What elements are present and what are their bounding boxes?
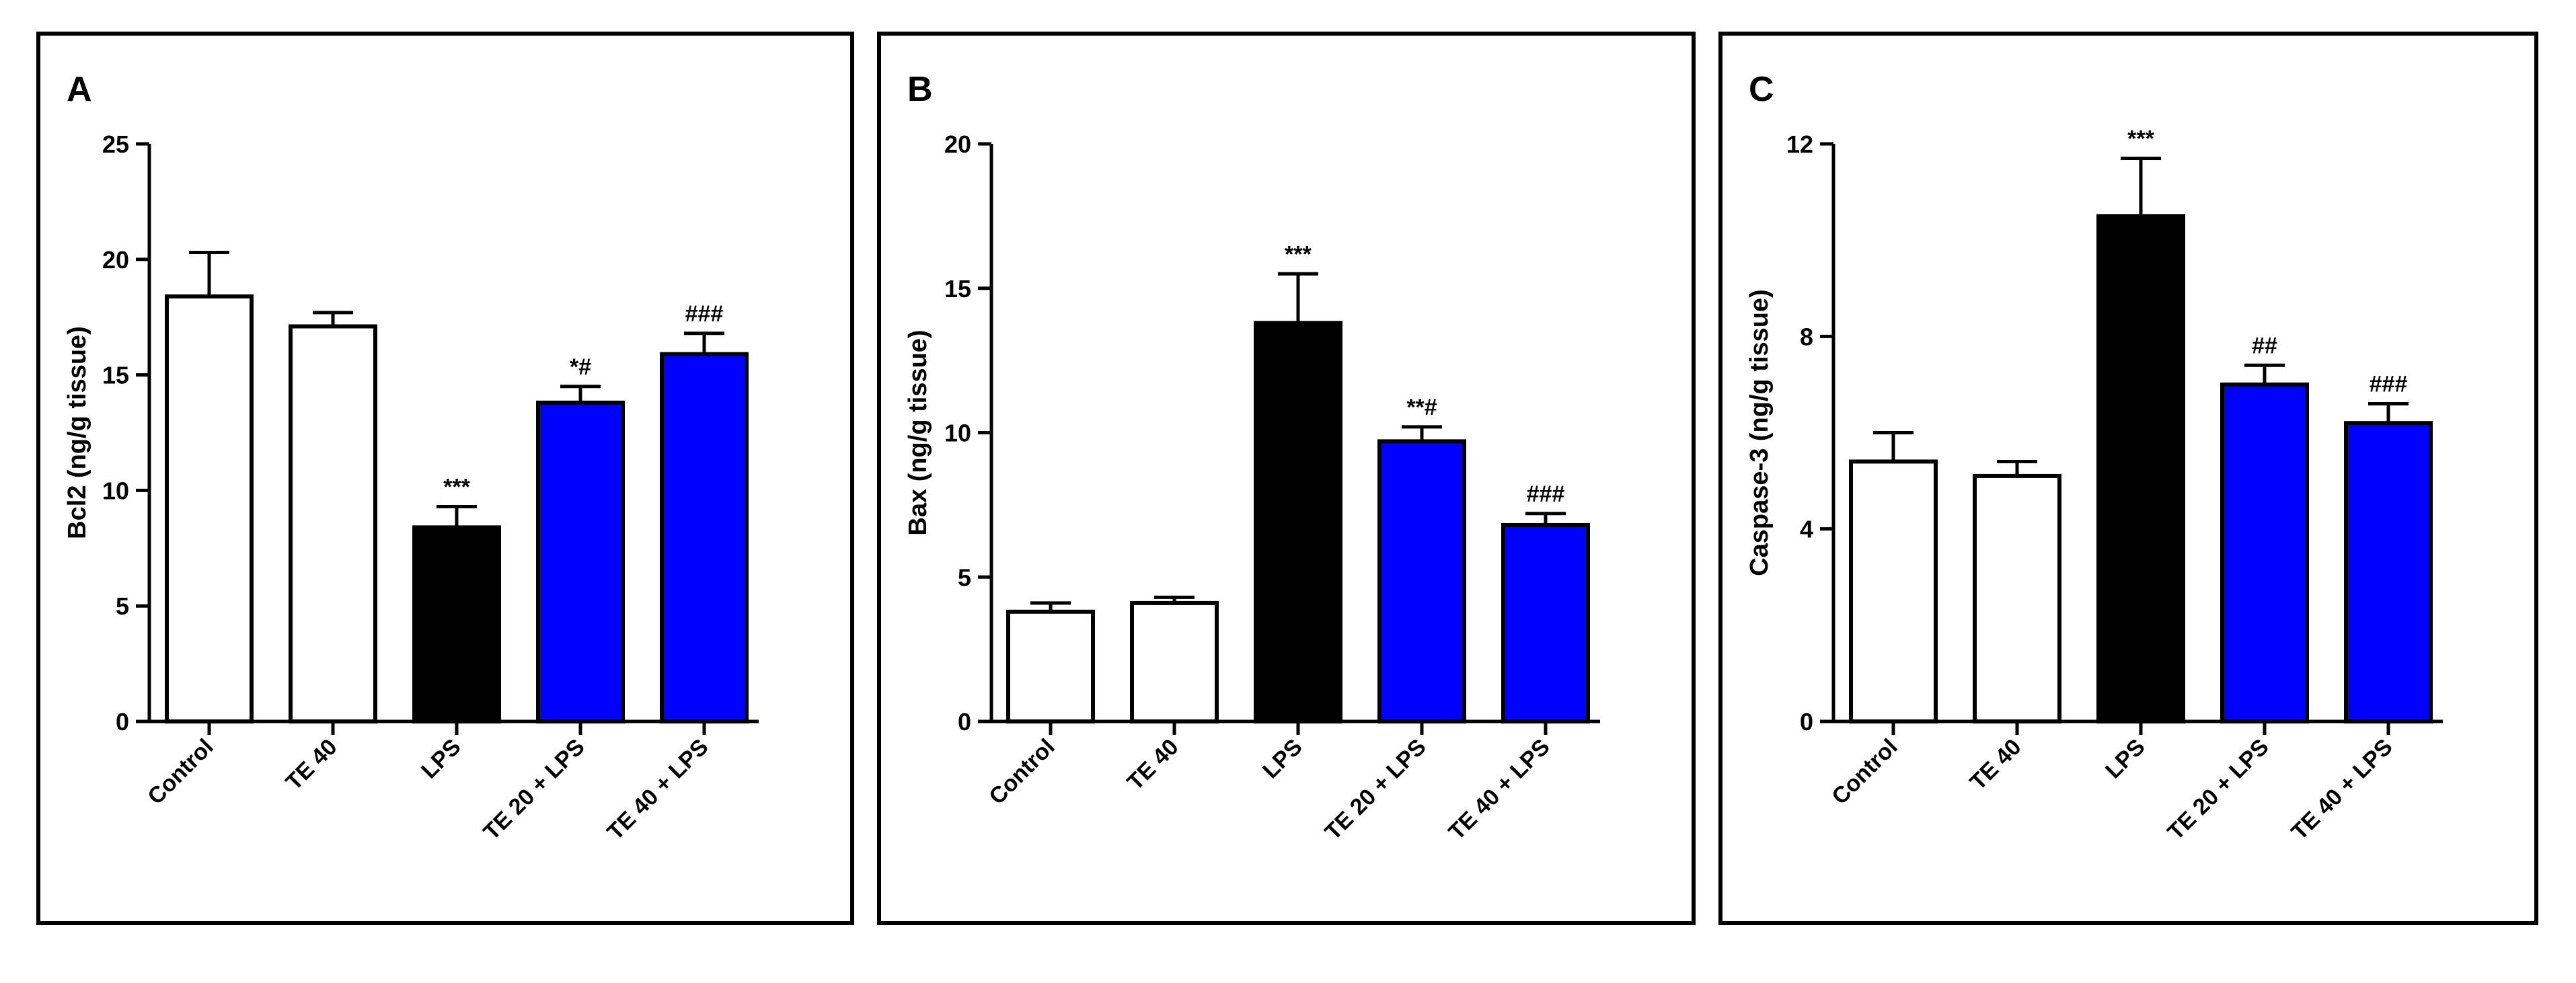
bar-te-40 bbox=[289, 324, 377, 724]
y-tick-label: 12 bbox=[1786, 130, 1813, 158]
category-label: TE 40 + LPS bbox=[2286, 734, 2397, 845]
category-label: TE 20 + LPS bbox=[1320, 734, 1431, 845]
significance-label: ### bbox=[1527, 481, 1565, 507]
category-label: LPS bbox=[2100, 734, 2150, 784]
y-axis-title: Bcl2 (ng/g tissue) bbox=[63, 326, 91, 539]
significance-label: ## bbox=[2252, 333, 2277, 358]
y-tick-label: 10 bbox=[944, 420, 971, 447]
y-tick-label: 20 bbox=[944, 130, 971, 158]
bar-te-20-lps bbox=[1377, 439, 1466, 723]
panel-frame bbox=[36, 32, 854, 925]
y-axis-title: Caspase-3 (ng/g tissue) bbox=[1745, 289, 1774, 576]
significance-label: ### bbox=[2370, 372, 2408, 397]
panel-c: C 0 4 8 12 Caspase-3 (ng/g tissue) Control TE 4… bbox=[1718, 32, 2538, 925]
panel-a: A 0 5 10 15 20 25 Bcl2 (ng/g tissue) Control TE 4… bbox=[36, 32, 854, 925]
y-tick-label: 20 bbox=[102, 246, 129, 274]
category-label: Control bbox=[984, 734, 1059, 810]
bar-te-40 bbox=[1130, 600, 1219, 724]
bar-control bbox=[1006, 609, 1095, 723]
y-tick-label: 15 bbox=[944, 275, 971, 303]
category-label: TE 40 + LPS bbox=[602, 734, 713, 845]
bar-lps bbox=[2096, 214, 2185, 723]
y-tick-label: 5 bbox=[958, 563, 971, 591]
category-label: TE 40 bbox=[281, 734, 342, 795]
bar-control bbox=[1849, 459, 1938, 723]
y-tick-label: 0 bbox=[116, 708, 129, 736]
panel-label: C bbox=[1749, 70, 1774, 109]
category-label: LPS bbox=[416, 734, 466, 784]
bar-te-20-lps bbox=[536, 400, 625, 723]
y-tick-label: 25 bbox=[102, 130, 129, 158]
significance-label: *** bbox=[1285, 241, 1312, 267]
category-label: Control bbox=[1827, 734, 1902, 810]
category-label: TE 40 + LPS bbox=[1443, 734, 1554, 845]
category-label: Control bbox=[143, 734, 218, 810]
bar-te-40-lps bbox=[1501, 522, 1590, 723]
bar-lps bbox=[412, 525, 501, 723]
bar-control bbox=[165, 294, 254, 723]
y-axis-title: Bax (ng/g tissue) bbox=[904, 329, 932, 535]
category-label: TE 20 + LPS bbox=[478, 734, 589, 845]
significance-label: *# bbox=[570, 354, 591, 380]
panel-frame bbox=[1718, 32, 2538, 925]
y-tick-label: 4 bbox=[1800, 516, 1813, 543]
y-tick-label: 0 bbox=[1800, 708, 1813, 736]
bar-te-40-lps bbox=[2344, 421, 2433, 724]
y-tick-label: 5 bbox=[116, 592, 129, 620]
y-tick-label: 15 bbox=[102, 362, 129, 389]
significance-label: **# bbox=[1406, 395, 1437, 420]
panel-frame bbox=[877, 32, 1696, 925]
significance-label: ### bbox=[685, 301, 724, 327]
y-tick-label: 0 bbox=[958, 708, 971, 736]
significance-label: *** bbox=[2127, 126, 2154, 151]
category-label: TE 40 bbox=[1123, 734, 1184, 795]
category-label: TE 40 bbox=[1965, 734, 2026, 795]
panel-label: A bbox=[67, 70, 92, 109]
category-label: TE 20 + LPS bbox=[2162, 734, 2273, 845]
y-tick-label: 8 bbox=[1800, 323, 1813, 350]
y-tick-label: 10 bbox=[102, 477, 129, 504]
bar-te-40-lps bbox=[660, 352, 749, 723]
bar-lps bbox=[1254, 321, 1342, 724]
bar-te-40 bbox=[1973, 473, 2061, 723]
category-label: LPS bbox=[1258, 734, 1308, 784]
panel-label: B bbox=[907, 70, 933, 109]
significance-label: *** bbox=[443, 474, 470, 500]
panel-b: B 0 5 10 15 20 Bax (ng/g tissue) Control TE 40 **… bbox=[877, 32, 1696, 925]
bar-te-20-lps bbox=[2220, 382, 2309, 724]
